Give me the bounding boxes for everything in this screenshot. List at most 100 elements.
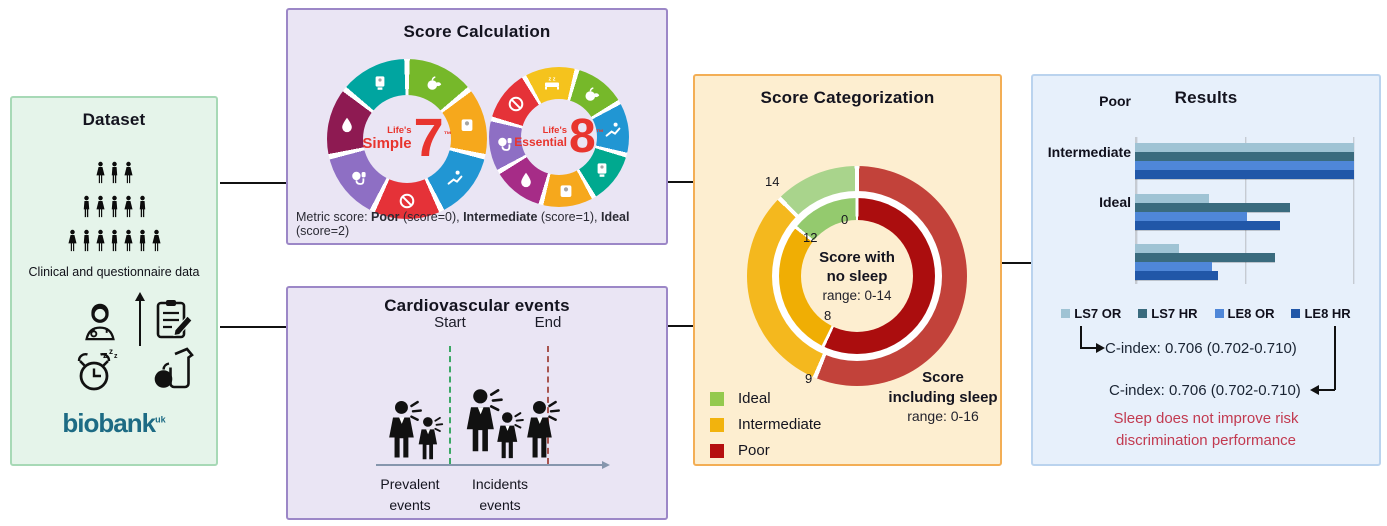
incident-event-person [521,398,561,465]
bar-category-label: Ideal [1099,194,1131,210]
connector-le8hr-arrow [1310,385,1335,395]
categorization-title: Score Categorization [760,88,935,107]
ls7-center: Life's Simple 7™ [362,95,452,183]
prevalent-line2: events [389,497,431,513]
legend-swatch [710,443,724,458]
uk-biobank-logo: biobankuk [12,408,216,439]
score-calculation-panel: Score Calculation Life's Simple 7™ z z L… [286,8,668,245]
diet-icon [146,344,198,401]
bar-le8-hr [1135,271,1219,280]
ban-icon [507,95,525,113]
incident-event-person [492,410,525,465]
bar-le8-hr [1135,170,1354,179]
activity-icon [604,121,622,139]
legend-label: LE8 HR [1304,306,1351,321]
tick-14: 14 [765,174,780,189]
legend-swatch [1214,309,1224,318]
legend-item: Intermediate [710,416,821,433]
results-bar-chart [1135,137,1354,284]
scale-icon [458,116,476,134]
cindex-le8: C-index: 0.706 (0.702-0.710) [1109,382,1301,399]
incident-line2: events [479,497,521,513]
food-icon [425,74,443,92]
drop-icon [338,116,356,134]
results-panel: Results Poor Intermediate Ideal LS7 OR LS7 … [1031,74,1381,466]
score-donut-chart: Score with no sleep range: 0-14 14 12 0 … [747,166,967,386]
categorization-legend: Ideal Intermediate Poor [710,390,821,468]
drop-icon [517,171,535,189]
metric-score-note: Metric score: Poor (score=0), Intermedia… [296,210,666,238]
legend-swatch [1061,309,1071,318]
bar-ls7-hr [1135,202,1291,212]
tick-9: 9 [805,371,813,386]
le8-brand-top: Life's [542,124,567,136]
food-icon [583,85,601,103]
bar-le8-or [1135,262,1212,271]
legend-item: Ideal [710,390,821,407]
outer-line1: Score [922,369,964,386]
ls7-number: 7 [413,108,444,169]
tick-12: 12 [803,230,818,245]
bar-le8-or [1135,161,1354,170]
cindex-ls7: C-index: 0.706 (0.702-0.710) [1105,340,1297,357]
prevalent-events-label: Prevalent events [380,474,439,516]
sleep-clock-icon: z z z [72,346,122,401]
scale-icon [557,182,575,200]
results-legend-item: LE8 HR [1291,306,1351,321]
results-legend: LS7 OR LS7 HR LE8 OR LE8 HR [1033,306,1379,321]
outer-line2: including sleep [888,388,998,406]
bar-ls7-or [1135,143,1354,152]
legend-label: Poor [738,442,770,459]
lifes-simple-7-badge: Life's Simple 7™ [327,59,487,219]
le8-center: Life's Essential 8™ [514,99,604,175]
prevalent-event-person [414,415,444,466]
legend-swatch [710,417,724,432]
note-part: Intermediate [463,210,538,224]
start-label: Start [434,314,466,331]
legend-label: Intermediate [738,416,822,433]
bar-category-label: Poor [1099,93,1131,109]
legend-label: LE8 OR [1227,306,1275,321]
tick-8: 8 [824,308,832,323]
questionnaire-icon [150,296,196,347]
bar-ls7-or [1135,193,1210,203]
bar-ls7-or [1135,244,1179,253]
bar-ls7-hr [1135,152,1354,161]
crowd-row [12,156,216,190]
ls7-brand-top: Life's [387,125,412,137]
legend-swatch [710,391,724,406]
activity-icon [446,169,464,187]
outer-ring-label: Score including sleep range: 0-16 [863,368,1023,424]
ban-icon [398,192,416,210]
note-part: (score=1), [537,210,601,224]
population-crowd-graphic [12,156,216,258]
le8-number: 8 [569,109,596,163]
logo-sup: uk [155,414,166,425]
results-legend-item: LS7 OR [1061,306,1121,321]
center-line1: Score with [819,249,895,267]
legend-item: Poor [710,442,821,459]
bar-category-label: Intermediate [1047,143,1131,160]
conclusion-line1: Sleep does not improve risk [1113,410,1299,427]
legend-label: LS7 HR [1151,306,1198,321]
svg-text:z: z [109,347,113,356]
bp-icon [350,169,368,187]
note-part: Poor [371,210,400,224]
incident-event-person [460,386,504,459]
crowd-row [12,190,216,224]
legend-label: LS7 OR [1074,306,1122,321]
bed-icon: z z [543,74,561,92]
conclusion-line2: discrimination performance [1115,431,1297,449]
ls7-brand-main: Simple [362,135,412,153]
bp-icon [496,135,514,153]
bar-le8-hr [1135,220,1280,230]
incident-events-label: Incidents events [472,474,528,516]
tick-0: 0 [841,212,849,227]
logo-text: biobank [62,408,156,438]
legend-swatch [1291,309,1301,318]
bar-le8-or [1135,211,1247,221]
connector-le8hr-vertical [1334,326,1336,390]
note-part: Ideal [600,210,630,224]
monitor-icon [593,161,611,179]
score-calculation-title: Score Calculation [403,22,551,41]
